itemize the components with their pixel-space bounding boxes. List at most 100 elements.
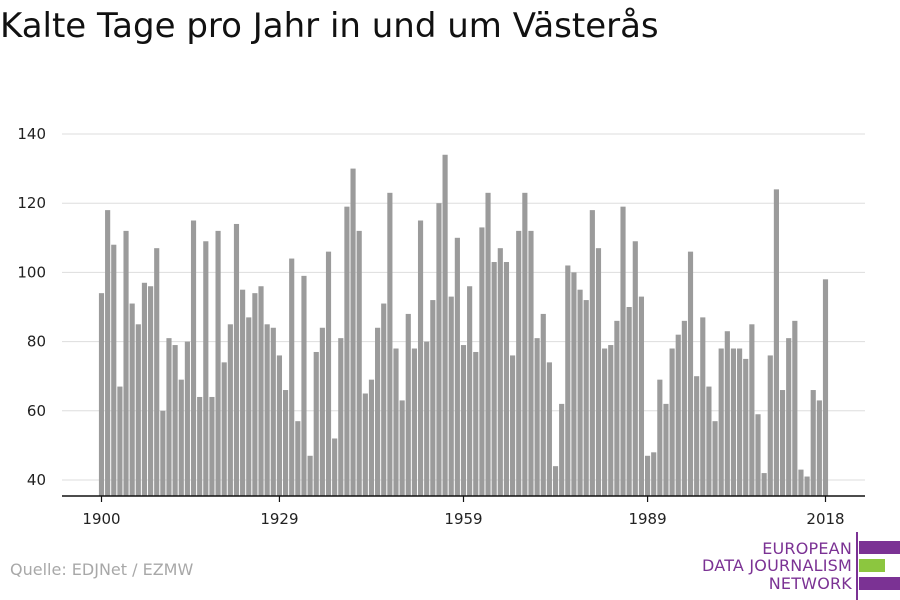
bar-1906 xyxy=(135,324,141,496)
bar-1946 xyxy=(381,303,387,496)
bar-1955 xyxy=(436,203,442,496)
bar-1947 xyxy=(387,192,393,496)
y-axis-labels: 40 60 80 100 120 140 xyxy=(17,125,46,489)
logo-divider xyxy=(856,532,858,600)
bar-1928 xyxy=(270,327,276,496)
bar-1949 xyxy=(399,400,405,496)
logo-text-line-2: DATA JOURNALISM xyxy=(702,556,852,575)
bar-1909 xyxy=(154,248,160,496)
bar-1977 xyxy=(571,272,577,496)
bar-1932 xyxy=(295,421,301,496)
bar-1973 xyxy=(546,362,552,496)
bar-1908 xyxy=(148,286,154,496)
x-tick-label-1989: 1989 xyxy=(628,510,666,528)
bar-1944 xyxy=(368,379,375,496)
bar-1948 xyxy=(393,348,399,496)
bar-1933 xyxy=(301,275,307,496)
bar-1913 xyxy=(178,379,184,496)
bar-1915 xyxy=(190,220,197,496)
bar-1965 xyxy=(497,248,503,496)
bar-1969 xyxy=(522,192,528,496)
bar-1901 xyxy=(105,210,111,496)
y-tick-label-120: 120 xyxy=(17,194,46,212)
bar-2016 xyxy=(810,390,816,496)
bar-2014 xyxy=(798,469,804,496)
bar-1911 xyxy=(166,338,172,496)
bar-1998 xyxy=(700,317,706,496)
bar-1958 xyxy=(454,237,460,497)
bar-1982 xyxy=(602,348,608,496)
bar-1978 xyxy=(577,289,583,496)
bar-1997 xyxy=(694,376,700,496)
bar-1937 xyxy=(325,251,332,496)
bar-2003 xyxy=(730,348,737,496)
bar-2017 xyxy=(816,400,822,496)
bar-1945 xyxy=(375,327,381,496)
bar-1935 xyxy=(313,351,319,496)
bar-1999 xyxy=(706,386,712,496)
bar-2001 xyxy=(718,348,724,496)
bar-1987 xyxy=(632,241,638,496)
bar-2018 xyxy=(822,279,829,496)
bar-1910 xyxy=(160,410,166,496)
bar-1992 xyxy=(663,403,669,496)
bar-1981 xyxy=(595,248,602,496)
x-tick-label-1959: 1959 xyxy=(444,510,482,528)
bar-1939 xyxy=(338,338,344,496)
bar-1974 xyxy=(552,466,559,496)
bar-1951 xyxy=(411,348,417,496)
bar-1971 xyxy=(534,338,540,496)
bar-1936 xyxy=(319,327,325,496)
bar-1995 xyxy=(681,320,687,496)
bar-1989 xyxy=(644,455,651,496)
bar-1970 xyxy=(528,230,534,496)
bar-1920 xyxy=(221,362,227,496)
x-axis-labels: 1900 1929 1959 1989 2018 xyxy=(82,510,844,528)
bar-1963 xyxy=(485,192,491,496)
bar-1916 xyxy=(197,396,203,496)
bar-1988 xyxy=(638,296,645,496)
bar-1905 xyxy=(129,303,135,496)
logo-bar-bottom xyxy=(859,577,900,590)
bar-1975 xyxy=(559,403,565,496)
bar-1991 xyxy=(657,379,663,496)
bar-1953 xyxy=(424,341,430,496)
bar-1919 xyxy=(215,230,221,496)
bar-2007 xyxy=(755,414,761,496)
bar-1961 xyxy=(473,351,479,496)
bar-1985 xyxy=(620,206,626,496)
bar-2005 xyxy=(743,358,749,496)
bar-1960 xyxy=(467,286,473,496)
bar-1934 xyxy=(307,455,313,496)
x-axis xyxy=(62,495,865,502)
bar-1952 xyxy=(417,220,424,496)
chart-title: Kalte Tage pro Jahr in und um Västerås xyxy=(0,6,659,46)
bar-1941 xyxy=(350,168,356,496)
bar-1968 xyxy=(516,230,522,496)
y-tick-label-100: 100 xyxy=(17,263,46,281)
bar-1957 xyxy=(448,296,454,496)
bar-1983 xyxy=(608,345,614,496)
bar-1926 xyxy=(258,286,264,496)
y-tick-label-80: 80 xyxy=(27,333,46,351)
bar-1940 xyxy=(344,206,350,496)
bar-1931 xyxy=(289,258,295,496)
bar-2002 xyxy=(724,331,730,496)
bar-2012 xyxy=(786,338,792,496)
y-tick-label-40: 40 xyxy=(27,471,46,489)
bar-1924 xyxy=(246,317,252,496)
bar-1907 xyxy=(141,282,148,496)
logo-bar-middle xyxy=(859,559,885,572)
bar-1986 xyxy=(626,307,632,496)
bar-2006 xyxy=(749,324,755,496)
bar-1929 xyxy=(276,355,283,496)
x-tick-label-1929: 1929 xyxy=(260,510,298,528)
edjnet-logo[interactable]: EUROPEAN DATA JOURNALISM NETWORK xyxy=(700,530,900,600)
bar-1912 xyxy=(172,345,178,496)
bar-1964 xyxy=(491,262,497,496)
bar-2004 xyxy=(737,348,743,496)
bar-1904 xyxy=(123,230,129,496)
bar-2010 xyxy=(773,189,779,497)
bar-1972 xyxy=(540,313,546,496)
